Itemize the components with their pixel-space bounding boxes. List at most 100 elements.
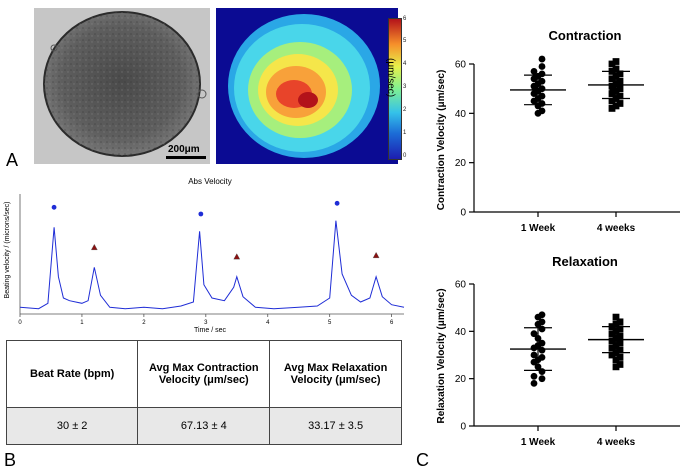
colorbar bbox=[388, 18, 402, 160]
velocity-trace-chart: Abs Velocity Beating velocity / (microns… bbox=[4, 177, 405, 334]
summary-table: Beat Rate (bpm) Avg Max Contraction Velo… bbox=[5, 340, 402, 445]
table-row: 30 ± 2 67.13 ± 4 33.17 ± 3.5 bbox=[5, 407, 402, 445]
relaxation-chart: Relaxation Relaxation Velocity (μm/sec) … bbox=[436, 254, 680, 448]
colorbar-tick: 2 bbox=[403, 107, 407, 113]
relaxation-y-label: Relaxation Velocity (μm/sec) bbox=[436, 288, 447, 423]
data-point bbox=[538, 63, 546, 70]
y-tick-label: 60 bbox=[455, 280, 467, 291]
colorbar-tick: 5 bbox=[403, 38, 407, 44]
x-tick-label: 4 weeks bbox=[597, 223, 636, 234]
data-point bbox=[608, 351, 616, 359]
data-point bbox=[530, 75, 538, 83]
data-point bbox=[530, 90, 538, 97]
trace-x-tick-label: 5 bbox=[328, 320, 332, 326]
data-point bbox=[534, 320, 542, 328]
table-header: Avg Max Contraction Velocity (μm/sec) bbox=[137, 340, 271, 408]
y-tick-label: 0 bbox=[460, 422, 466, 433]
data-point bbox=[534, 313, 542, 321]
table-header: Avg Max Relaxation Velocity (μm/sec) bbox=[269, 340, 402, 408]
panel-label-a: A bbox=[6, 150, 19, 170]
data-point bbox=[616, 325, 624, 333]
trace-x-tick-label: 2 bbox=[142, 320, 146, 326]
data-point bbox=[616, 332, 624, 340]
table-cell: 67.13 ± 4 bbox=[137, 407, 271, 445]
data-point bbox=[616, 339, 624, 347]
data-point bbox=[538, 55, 546, 63]
data-point bbox=[608, 337, 616, 345]
data-point bbox=[538, 325, 546, 333]
data-point bbox=[612, 58, 620, 65]
panel-label-c: C bbox=[416, 450, 429, 470]
data-point bbox=[530, 372, 538, 380]
contraction-title: Contraction bbox=[549, 28, 622, 43]
data-point bbox=[538, 368, 546, 375]
trace-x-tick-label: 3 bbox=[204, 320, 208, 326]
contraction-peak-marker bbox=[198, 211, 204, 217]
data-point bbox=[616, 353, 624, 361]
trace-x-tick-label: 4 bbox=[266, 320, 270, 326]
data-point bbox=[530, 358, 538, 366]
trace-title: Abs Velocity bbox=[188, 177, 232, 186]
contraction-y-label: Contraction Velocity (μm/sec) bbox=[436, 70, 447, 211]
relaxation-peak-marker bbox=[233, 253, 241, 260]
data-point bbox=[608, 105, 616, 112]
y-tick-label: 0 bbox=[460, 208, 466, 219]
relaxation-title: Relaxation bbox=[552, 254, 618, 269]
colorbar-tick: 3 bbox=[403, 84, 407, 90]
colorbar-label: (μm/sec) bbox=[385, 58, 396, 98]
data-point bbox=[616, 318, 624, 326]
panel-label-b: B bbox=[4, 450, 17, 470]
table-cell: 33.17 ± 3.5 bbox=[269, 407, 402, 445]
data-point bbox=[616, 361, 624, 368]
contraction-peak-marker bbox=[51, 204, 57, 210]
data-point bbox=[538, 346, 546, 354]
y-tick-label: 40 bbox=[455, 327, 467, 338]
data-point bbox=[530, 344, 538, 352]
data-point bbox=[616, 70, 624, 78]
data-point bbox=[530, 330, 538, 338]
scale-bar-label: 200μm bbox=[168, 144, 200, 155]
colorbar-tick: 4 bbox=[403, 61, 407, 67]
y-tick-label: 60 bbox=[455, 60, 467, 71]
data-point bbox=[612, 313, 620, 321]
data-point bbox=[608, 75, 616, 83]
data-point bbox=[608, 330, 616, 338]
data-point bbox=[530, 97, 538, 105]
microscopy-image: 200μm bbox=[34, 8, 210, 164]
data-point bbox=[616, 77, 624, 85]
data-point bbox=[616, 346, 624, 354]
x-tick-label: 1 Week bbox=[521, 437, 556, 448]
table-header: Beat Rate (bpm) bbox=[5, 340, 139, 408]
data-point bbox=[616, 100, 624, 107]
colorbar-tick: 1 bbox=[403, 130, 407, 136]
contraction-peak-marker bbox=[334, 200, 340, 206]
data-point bbox=[608, 90, 616, 97]
data-point bbox=[608, 97, 616, 105]
colorbar-tick: 0 bbox=[403, 153, 407, 159]
data-point bbox=[530, 380, 538, 387]
data-point bbox=[612, 363, 620, 371]
trace-series-line bbox=[19, 220, 405, 310]
data-point bbox=[612, 320, 620, 328]
data-point bbox=[616, 92, 624, 100]
data-point bbox=[612, 102, 620, 110]
y-tick-label: 20 bbox=[455, 374, 467, 385]
y-tick-label: 20 bbox=[455, 158, 467, 169]
data-point bbox=[534, 109, 542, 117]
x-tick-label: 1 Week bbox=[521, 223, 556, 234]
data-point bbox=[616, 85, 624, 93]
table-cell: 30 ± 2 bbox=[5, 407, 139, 445]
data-point bbox=[612, 356, 620, 364]
data-point bbox=[608, 60, 616, 68]
colorbar-tick: 6 bbox=[403, 16, 407, 22]
data-point bbox=[530, 68, 538, 75]
trace-y-label: Beating velocity / (microns/sec) bbox=[4, 202, 11, 299]
trace-x-label: Time / sec bbox=[194, 327, 227, 334]
velocity-heatmap bbox=[216, 8, 398, 164]
trace-x-tick-label: 0 bbox=[18, 320, 22, 326]
relaxation-peak-marker bbox=[372, 251, 380, 259]
trace-x-tick-label: 6 bbox=[390, 320, 394, 326]
relaxation-peak-marker bbox=[90, 243, 98, 251]
data-point bbox=[608, 344, 616, 352]
data-point bbox=[538, 375, 546, 383]
